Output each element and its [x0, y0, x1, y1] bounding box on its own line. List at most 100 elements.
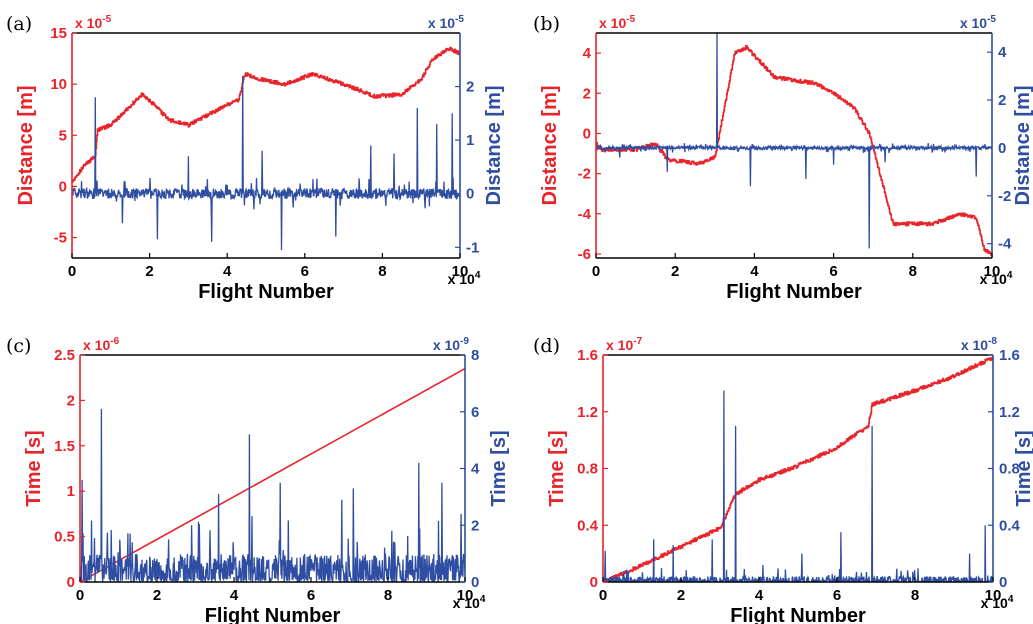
- right-tick-label: -4: [998, 236, 1012, 253]
- x-exponent-label: x 104: [981, 594, 1014, 611]
- right-axis-label: Distance [m]: [1012, 85, 1033, 205]
- right-series-line: [80, 408, 465, 582]
- left-series-line: [80, 367, 465, 582]
- right-tick-label: 0.8: [999, 461, 1020, 478]
- left-series-line: [596, 44, 992, 256]
- x-tick-label: 4: [750, 263, 759, 280]
- x-tick-label: 4: [755, 587, 764, 604]
- left-exponent-label: x 10-7: [606, 336, 643, 353]
- x-tick-label: 10: [457, 587, 474, 604]
- right-tick-label: -1: [466, 239, 479, 256]
- left-tick-label: 2.5: [54, 347, 75, 364]
- x-axis-label: Flight Number: [205, 605, 341, 624]
- left-tick-label: 5: [59, 127, 67, 144]
- right-tick-label: 1: [466, 132, 474, 149]
- left-tick-label: 0: [583, 125, 591, 142]
- right-series-line: [596, 33, 992, 249]
- left-series-line: [72, 46, 460, 183]
- left-axis-label: Time [s]: [23, 430, 45, 506]
- right-axis-label: Time [s]: [1013, 430, 1033, 506]
- x-tick-label: 0: [68, 263, 76, 280]
- left-tick-label: -2: [578, 166, 591, 183]
- x-tick-label: 2: [153, 587, 161, 604]
- x-tick-label: 2: [677, 587, 685, 604]
- right-axis-label: Time [s]: [488, 430, 510, 506]
- x-tick-label: 10: [452, 263, 469, 280]
- right-tick-label: 4: [471, 461, 480, 478]
- x-tick-label: 8: [384, 587, 392, 604]
- x-tick-label: 0: [592, 263, 600, 280]
- left-tick-label: 1: [67, 483, 75, 500]
- right-exponent-label: x 10-8: [961, 336, 998, 353]
- left-tick-label: 1.5: [54, 438, 75, 455]
- right-tick-label: 0: [998, 140, 1006, 157]
- x-tick-label: 6: [829, 263, 837, 280]
- x-tick-label: 10: [984, 263, 1001, 280]
- x-tick-label: 0: [599, 587, 607, 604]
- right-exponent-label: x 10-5: [960, 14, 997, 31]
- left-tick-label: 2: [583, 85, 591, 102]
- x-tick-label: 10: [985, 587, 1002, 604]
- x-tick-label: 6: [301, 263, 309, 280]
- right-tick-label: 0: [471, 574, 479, 591]
- x-axis-label: Flight Number: [730, 605, 866, 624]
- right-tick-label: 2: [998, 92, 1006, 109]
- right-tick-label: 0: [999, 574, 1007, 591]
- panel-letter: (d): [533, 335, 560, 357]
- left-tick-label: 10: [50, 76, 67, 93]
- x-tick-label: 6: [833, 587, 841, 604]
- left-axis-label: Distance [m]: [539, 85, 561, 205]
- right-tick-label: -2: [998, 188, 1011, 205]
- left-axis-label: Distance [m]: [15, 85, 37, 205]
- x-tick-label: 0: [76, 587, 84, 604]
- x-exponent-label: x 104: [453, 594, 486, 611]
- left-tick-label: 15: [50, 25, 67, 42]
- x-tick-label: 2: [145, 263, 153, 280]
- left-tick-label: 0.8: [577, 461, 598, 478]
- left-series-line: [603, 356, 993, 582]
- x-tick-label: 8: [911, 587, 919, 604]
- x-tick-label: 8: [909, 263, 917, 280]
- left-exponent-label: x 10-5: [599, 14, 636, 31]
- x-tick-label: 4: [223, 263, 232, 280]
- right-tick-label: 2: [466, 79, 474, 96]
- x-tick-label: 8: [378, 263, 386, 280]
- left-tick-label: 0: [59, 178, 67, 195]
- left-tick-label: 2: [67, 392, 75, 409]
- left-tick-label: 0.4: [577, 517, 599, 534]
- x-axis-label: Flight Number: [198, 281, 334, 303]
- right-tick-label: 0: [466, 186, 474, 203]
- panel-letter: (b): [533, 13, 560, 35]
- x-axis-label: Flight Number: [726, 281, 862, 303]
- left-exponent-label: x 10-6: [83, 336, 120, 353]
- left-tick-label: -4: [578, 206, 592, 223]
- right-tick-label: 8: [471, 347, 479, 364]
- right-tick-label: 2: [471, 517, 479, 534]
- left-tick-label: -5: [54, 230, 67, 247]
- x-tick-label: 6: [307, 587, 315, 604]
- x-tick-label: 2: [671, 263, 679, 280]
- panel-letter: (c): [6, 335, 31, 357]
- right-series-line: [72, 75, 460, 251]
- x-exponent-label: x 104: [448, 270, 481, 287]
- right-tick-label: 4: [998, 44, 1007, 61]
- right-tick-label: 1.2: [999, 404, 1020, 421]
- right-tick-label: 1.6: [999, 347, 1020, 364]
- right-exponent-label: x 10-5: [428, 14, 465, 31]
- panel-letter: (a): [6, 13, 32, 35]
- x-tick-label: 4: [230, 587, 239, 604]
- left-exponent-label: x 10-5: [75, 14, 112, 31]
- right-tick-label: 6: [471, 404, 479, 421]
- left-axis-label: Time [s]: [546, 430, 568, 506]
- right-tick-label: 0.4: [999, 517, 1021, 534]
- right-series-line: [603, 390, 993, 582]
- left-tick-label: 0: [590, 574, 598, 591]
- left-tick-label: 1.6: [577, 347, 598, 364]
- right-axis-label: Distance [m]: [483, 85, 505, 205]
- right-exponent-label: x 10-9: [433, 336, 470, 353]
- left-tick-label: 4: [583, 45, 592, 62]
